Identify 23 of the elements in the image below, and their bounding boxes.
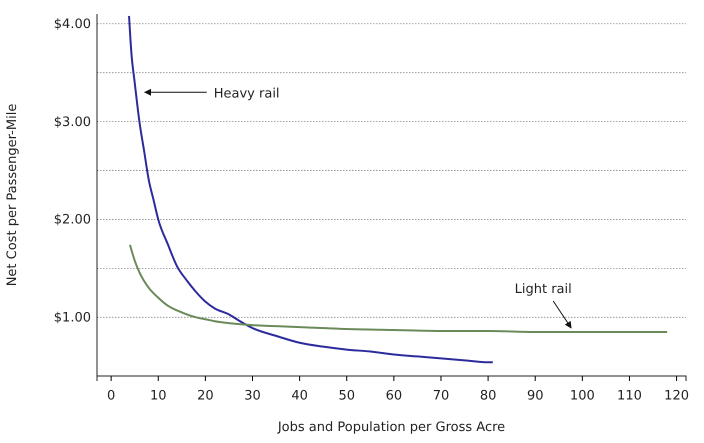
y-tick-label: $4.00 [54, 16, 91, 32]
x-axis-title: Jobs and Population per Gross Acre [276, 420, 506, 435]
x-tick-label: 80 [480, 388, 496, 404]
x-tick-label: 0 [106, 388, 116, 404]
line-series [128, 244, 668, 333]
y-axis-title: Net Cost per Passenger-Mile [5, 104, 20, 286]
x-tick-label: 30 [244, 388, 261, 404]
y-tick-label: $3.00 [54, 114, 91, 130]
y-tick-label: $1.00 [54, 310, 91, 326]
annotation: Heavy rail [214, 86, 280, 102]
y-tick-label: $2.00 [54, 212, 91, 228]
x-tick-label: 70 [432, 388, 450, 404]
x-tick-label: 120 [664, 388, 689, 404]
x-tick-label: 60 [386, 388, 402, 404]
x-tick-label: 10 [150, 388, 167, 404]
annotation: Light rail [514, 282, 572, 297]
x-tick-label: 20 [197, 388, 214, 404]
line-series [128, 14, 494, 364]
x-tick-label: 90 [526, 388, 544, 404]
x-tick-label: 100 [570, 388, 595, 404]
x-tick-label: 40 [291, 388, 308, 404]
x-tick-label: 110 [617, 388, 642, 404]
x-tick-label: 50 [338, 388, 356, 404]
